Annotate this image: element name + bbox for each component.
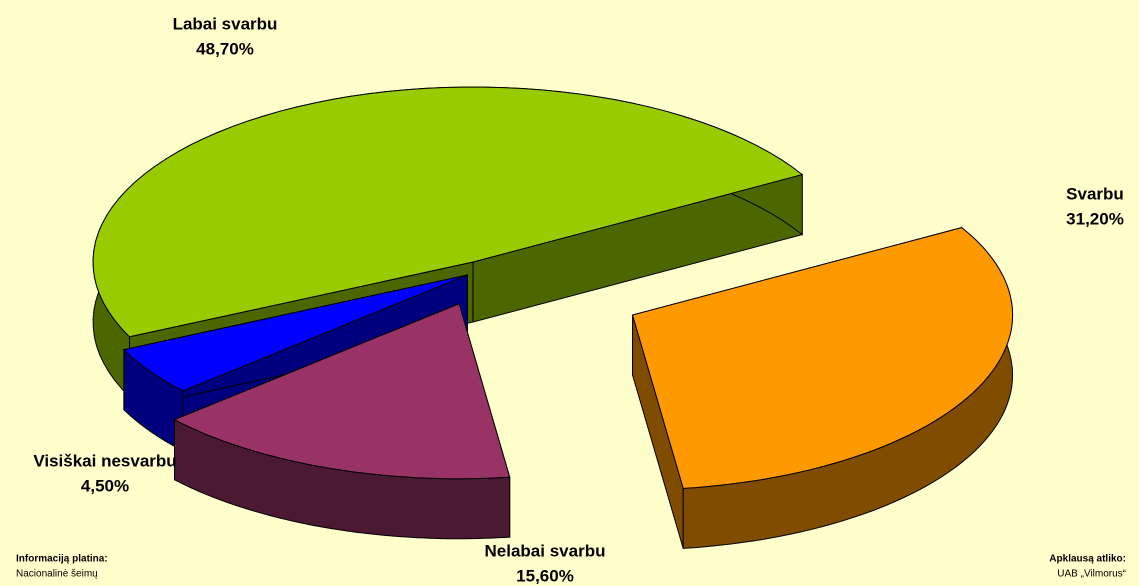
footer-right-title: Apklausą atliko:	[1049, 554, 1126, 565]
slice-label: Nelabai svarbu	[485, 541, 606, 560]
slice-label: Visiškai nesvarbu	[33, 451, 176, 470]
footer-left-title: Informaciją platina:	[16, 554, 108, 565]
slice	[173, 303, 511, 480]
pie	[92, 86, 1014, 549]
slice-label: Labai svarbu	[173, 14, 278, 33]
slice-label: Svarbu	[1066, 184, 1124, 203]
slice	[631, 227, 1014, 489]
slice	[122, 274, 468, 392]
value-label: 48,70%	[196, 39, 254, 58]
footer-left-text: Nacionalinė šeimų	[16, 569, 98, 580]
value-label: 4,50%	[81, 476, 129, 495]
value-label: 31,20%	[1066, 209, 1124, 228]
value-label: 15,60%	[516, 566, 574, 585]
footer-right-text: UAB „Vilmorus“	[1057, 569, 1126, 580]
slice	[92, 86, 804, 338]
